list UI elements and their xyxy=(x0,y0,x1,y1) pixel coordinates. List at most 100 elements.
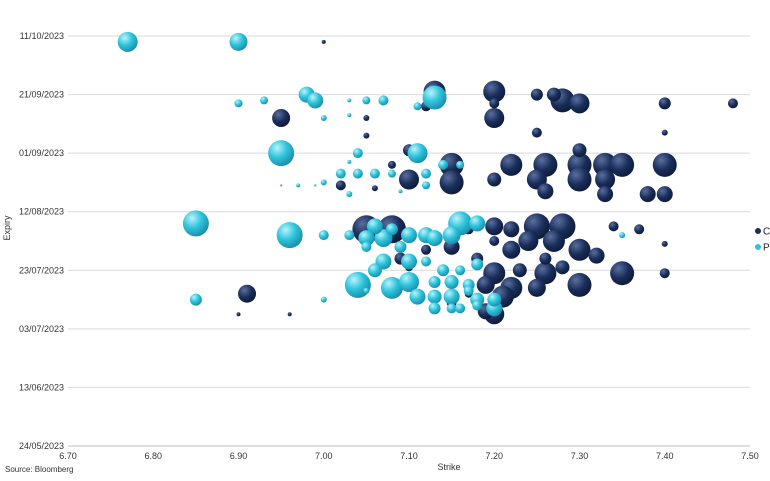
bubble-P xyxy=(387,169,396,178)
bubble-P xyxy=(296,183,301,188)
x-axis-title: Strike xyxy=(437,462,460,472)
bubble-P xyxy=(380,276,403,299)
bubble-C xyxy=(658,97,671,110)
bubble-C xyxy=(595,169,616,190)
x-tick-label: 7.30 xyxy=(571,451,589,461)
y-axis-title: Expiry xyxy=(2,215,12,241)
bubble-C xyxy=(439,152,464,177)
bubble-C xyxy=(238,284,257,303)
grid-lines xyxy=(68,35,750,388)
bubble-P xyxy=(428,302,441,315)
bubble-C xyxy=(483,80,506,103)
bubble-P xyxy=(442,226,461,245)
bubble-P xyxy=(335,168,346,179)
bubble-P xyxy=(456,160,465,169)
bubble-C xyxy=(727,98,738,109)
bubble-C xyxy=(572,143,587,158)
bubble-P xyxy=(401,253,417,270)
bubble-P xyxy=(413,102,422,111)
x-tick-label: 6.70 xyxy=(59,451,77,461)
bubble-C xyxy=(484,108,505,128)
bubble-C xyxy=(512,263,527,278)
y-tick-label: 12/08/2023 xyxy=(19,207,64,217)
bubble-P xyxy=(352,168,363,179)
bubble-C xyxy=(236,312,241,317)
bubble-P xyxy=(117,31,138,52)
bubble-C xyxy=(534,262,557,285)
bubble-P xyxy=(320,115,327,121)
x-tick-label: 7.20 xyxy=(485,451,503,461)
x-tick-label: 6.90 xyxy=(230,451,248,461)
bubble-C xyxy=(597,186,614,203)
bubble-P xyxy=(437,264,450,277)
bubble-P xyxy=(358,230,375,247)
bubble-C xyxy=(530,88,543,101)
bubble-C xyxy=(539,252,552,265)
bubble-P xyxy=(455,265,466,276)
y-tick-label: 03/07/2023 xyxy=(19,324,64,334)
bubble-P xyxy=(487,292,502,307)
bubble-C xyxy=(439,170,464,195)
x-axis-ticks: 6.70 6.80 6.90 7.00 7.10 7.20 7.30 7.40 7.50 xyxy=(59,451,759,461)
bubble-C xyxy=(567,272,592,297)
bubble-P xyxy=(366,218,383,235)
bubble-C xyxy=(639,186,656,203)
bubble-C xyxy=(659,268,670,279)
bubble-C xyxy=(567,167,592,192)
bubble-P xyxy=(619,232,626,239)
bubble-P xyxy=(422,181,431,190)
bubble-P xyxy=(352,148,363,159)
bubble-C xyxy=(476,275,495,294)
bubble-C xyxy=(656,186,673,203)
bubble-C xyxy=(555,260,570,275)
y-tick-label: 13/06/2023 xyxy=(19,382,64,392)
legend-label: C xyxy=(763,227,770,238)
bubble-C xyxy=(527,278,546,297)
bubble-P xyxy=(428,276,441,288)
bubble-P xyxy=(398,189,403,194)
bubble-C xyxy=(321,39,326,44)
bubble-P xyxy=(234,99,243,108)
bubble-C xyxy=(502,240,521,259)
bubble-C xyxy=(287,312,292,317)
bubble-P xyxy=(401,227,417,244)
y-axis-ticks: 24/05/2023 13/06/2023 03/07/2023 23/07/2023… xyxy=(19,31,64,451)
y-tick-label: 11/10/2023 xyxy=(20,31,64,41)
bubble-P xyxy=(421,168,432,179)
bubble-C xyxy=(371,185,378,192)
bubble-P xyxy=(344,271,371,298)
legend-marker xyxy=(755,228,761,234)
bubble-P xyxy=(471,258,484,271)
bubble-P xyxy=(229,32,248,51)
bubble-P xyxy=(260,96,269,105)
bubble-P xyxy=(446,303,457,314)
bubble-C xyxy=(569,93,590,114)
bubble-C xyxy=(661,240,668,247)
bubble-P xyxy=(421,256,432,267)
bubble-C xyxy=(652,152,677,177)
x-tick-label: 7.50 xyxy=(741,451,759,461)
bubble-C xyxy=(500,153,523,176)
bubble-C xyxy=(610,152,635,177)
y-tick-label: 01/09/2023 xyxy=(19,148,64,158)
bubble-P xyxy=(422,85,447,110)
bubble-P xyxy=(444,275,459,289)
x-tick-label: 7.10 xyxy=(400,451,418,461)
bubble-C xyxy=(503,221,520,238)
bubble-P xyxy=(438,159,449,170)
bubble-C xyxy=(489,236,500,246)
legend: CP xyxy=(755,227,770,254)
bubble-P xyxy=(307,92,324,109)
bubble-P xyxy=(276,222,303,249)
bubble-C xyxy=(546,87,561,102)
bubble-C xyxy=(387,160,396,169)
source-note: Source: Bloomberg xyxy=(5,465,74,474)
x-tick-label: 6.80 xyxy=(144,451,162,461)
bubble-C xyxy=(537,183,554,200)
bubbles xyxy=(117,31,738,325)
bubble-P xyxy=(394,240,407,253)
bubble-P xyxy=(346,191,353,198)
bubble-C xyxy=(593,152,618,177)
bubble-P xyxy=(347,113,352,118)
